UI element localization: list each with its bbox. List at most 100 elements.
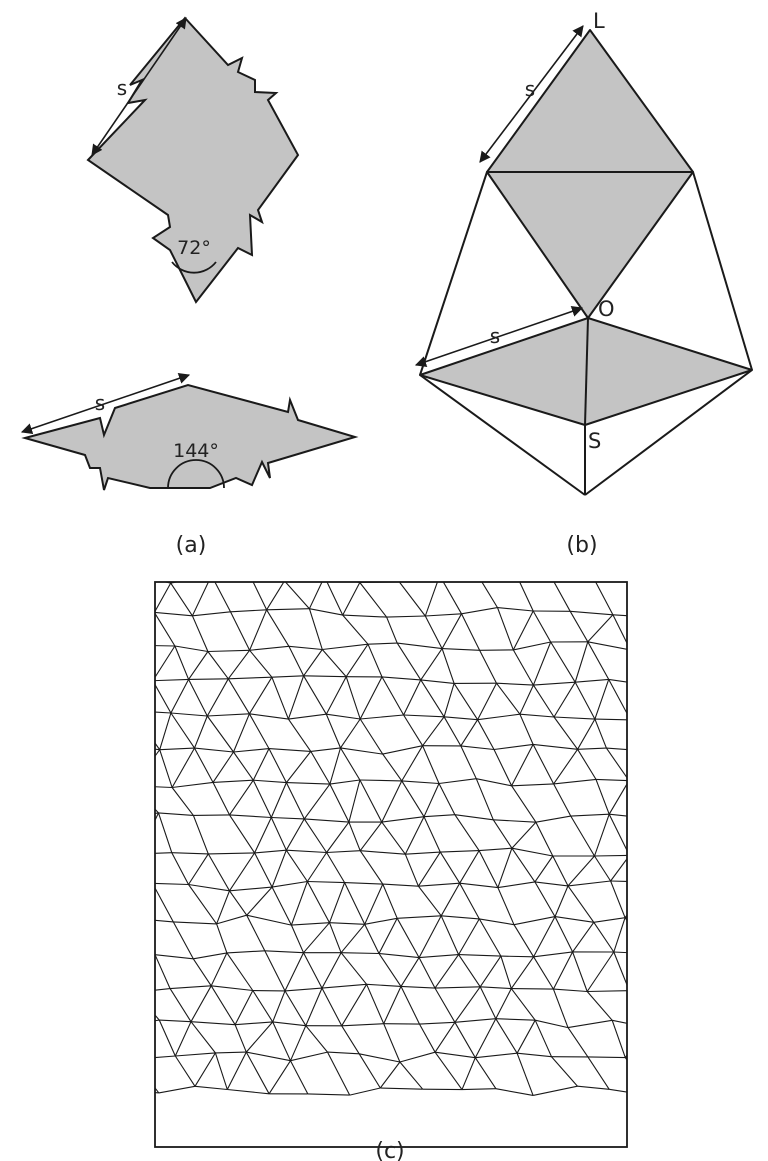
tile-edge (418, 957, 436, 989)
tile-edge (305, 1025, 328, 1053)
point-label-O: O (598, 297, 615, 321)
tile-edge (345, 643, 369, 678)
panel-c: (c) (113, 540, 671, 1161)
tile-edge (481, 582, 498, 608)
tile-edge (358, 1053, 381, 1089)
tile-edge (155, 852, 172, 854)
tile-edge (325, 540, 347, 577)
caption-a: (a) (176, 533, 207, 558)
tile-edge (245, 1051, 270, 1095)
tile-edge (616, 541, 649, 545)
tile-edge (608, 782, 627, 815)
tile-edge (434, 1051, 463, 1090)
tile-edge (631, 718, 670, 720)
tile-edge (326, 821, 350, 853)
tile-edge (380, 1087, 423, 1090)
tile-edge (439, 851, 461, 884)
tile-edge (626, 577, 670, 579)
tile-edge (216, 914, 247, 925)
tile-edge (227, 548, 251, 577)
tile-edge (116, 745, 133, 786)
tile-edge (381, 821, 406, 855)
tile-edge (417, 885, 442, 917)
tile-edge (495, 988, 512, 1019)
tile-edge (534, 1019, 553, 1057)
tile-edge (424, 615, 443, 649)
tile-edge (382, 883, 419, 887)
tile-edge (206, 678, 229, 717)
tile-edge (155, 678, 189, 682)
tile-edge (271, 886, 292, 926)
tile-edge (510, 956, 535, 989)
tile-edge (245, 1021, 274, 1053)
tile-edge (207, 853, 230, 892)
tile-edge (497, 848, 513, 888)
tile-edge (495, 1018, 518, 1054)
tile-edge (493, 819, 536, 823)
tile-edge (266, 609, 290, 647)
tile-edge (288, 645, 323, 651)
tile-edge (117, 676, 132, 710)
tile-edge (248, 713, 270, 749)
tile-edge (401, 780, 425, 817)
tile-edge (188, 678, 229, 680)
tile-edge (460, 544, 479, 577)
tile-edge (113, 786, 133, 820)
tile-edge (606, 747, 627, 751)
tile-edge (359, 850, 384, 885)
tile-edge (613, 917, 626, 953)
tile-edge (271, 816, 305, 820)
tile-edge (443, 683, 455, 717)
tile-edge (533, 743, 578, 750)
tile-edge (569, 611, 589, 643)
tile-edge (155, 954, 171, 989)
tile-edge (594, 855, 612, 882)
tile-edge (121, 883, 153, 884)
tile-edge (113, 820, 139, 854)
tile-edge (364, 917, 398, 925)
tile-edge (121, 854, 139, 885)
tile-edge (630, 643, 671, 650)
tile-edge (479, 986, 497, 1019)
tile-edge (359, 718, 384, 755)
tile-edge (423, 541, 460, 544)
tile-edge (454, 814, 494, 821)
tile-edge (321, 649, 347, 678)
tile-edge (435, 1051, 476, 1059)
tile-edge (155, 954, 156, 955)
tile-edge (378, 953, 402, 987)
tile-edge (534, 881, 556, 917)
tile-edge (594, 854, 627, 857)
tile-edge (192, 958, 212, 987)
tile-edge (287, 675, 305, 720)
tile-edge (342, 614, 387, 618)
side-arrow-a2 (20, 372, 191, 435)
tile-edge (309, 608, 343, 616)
tile-edge (495, 1018, 536, 1021)
tile-edge (552, 951, 574, 990)
tile-edge (535, 1019, 569, 1029)
tile-edge (229, 890, 248, 916)
tile-edge (612, 614, 627, 645)
tile-edge (359, 582, 361, 583)
tile-edge (440, 544, 460, 576)
tile-edge (155, 1091, 159, 1094)
tile-edge (554, 885, 569, 917)
tile-edge (206, 715, 234, 753)
tile-edge (322, 643, 369, 651)
tile-edge (497, 607, 534, 612)
tile-edge (122, 1026, 134, 1059)
tile-edge (212, 751, 234, 783)
tile-edge (359, 779, 383, 823)
tile-edge (190, 1021, 216, 1054)
caption-c: (c) (375, 1139, 404, 1161)
tile-edge (613, 951, 627, 987)
tile-edge (553, 681, 576, 718)
tile-edge (270, 543, 305, 547)
tile-edge (230, 609, 267, 613)
tile-edge (422, 716, 445, 747)
tile-edge (612, 614, 627, 617)
tile-edge (383, 986, 402, 1024)
tile-edge (612, 1019, 627, 1024)
